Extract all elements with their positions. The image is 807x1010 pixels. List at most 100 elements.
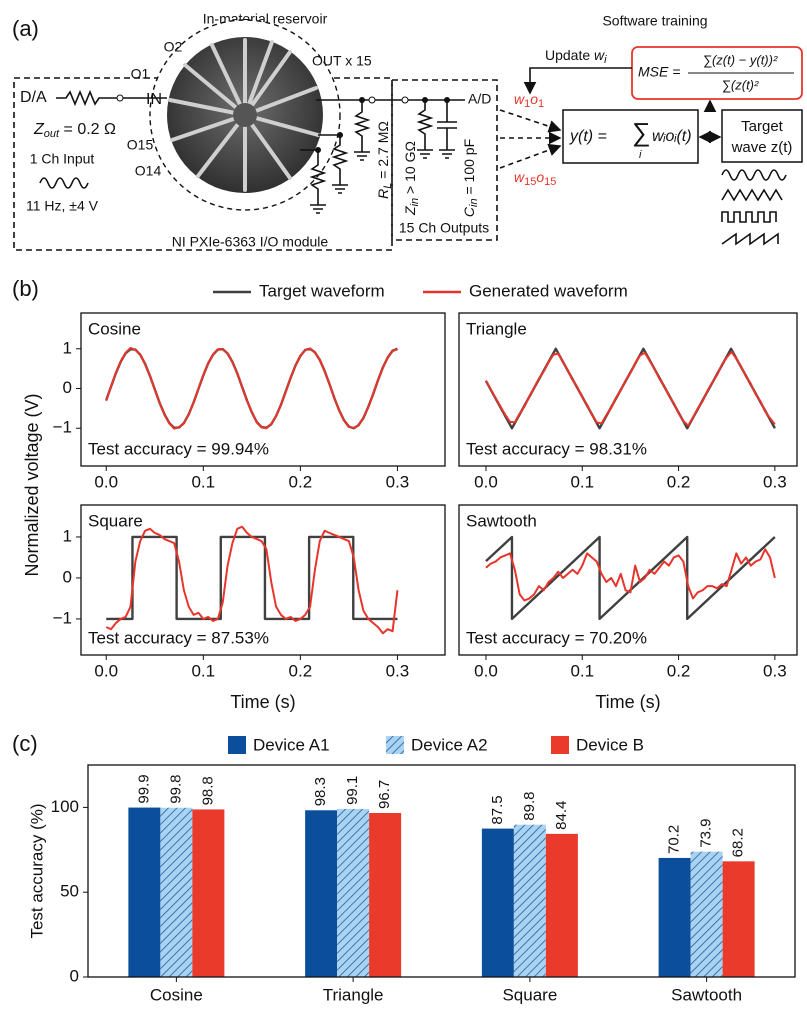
yt-lhs: y(t) = [569,128,607,145]
data-label: 68.2 [730,828,747,857]
y-tick-label: 1 [63,526,72,545]
terminal [401,96,409,104]
bar [481,828,514,977]
legend-swatch [386,736,404,754]
w1o1-label: w1o1 [514,91,544,110]
bar [658,857,691,977]
series-line [106,535,398,621]
update-sub: i [604,54,607,66]
legend-label: Target waveform [259,281,385,300]
zin-value: > 10 GΩ [402,141,418,198]
electrodes [168,38,320,192]
bar [690,851,723,977]
series-line [105,525,399,635]
y-tick-label: −1 [53,608,72,627]
w-sub: 15 [524,176,536,188]
x-axis-label: Time (s) [230,692,295,712]
data-label: 84.4 [553,801,570,830]
center [233,103,257,127]
chart-title: Cosine [88,319,141,338]
data-label: 99.1 [344,776,361,805]
o15-label: O15 [127,137,154,153]
x-tick-label: Square [502,985,557,1004]
cin-label: Cin = 100 pF [461,139,480,217]
o14-label: O14 [135,163,162,179]
zin-z: Z [402,206,418,216]
data-label: 70.2 [666,825,683,854]
w-sub: 1 [524,98,530,110]
diagram-a: (a) In-material reservoir Software train… [12,11,803,251]
x-tick-label: 0.1 [191,661,215,680]
y-tick-label: 0 [63,567,72,586]
x-tick-label: Triangle [323,985,384,1004]
y-tick-label: 0 [63,378,72,397]
bar [369,812,402,977]
y-tick-label: −1 [53,418,72,437]
update-arrow [523,67,632,95]
series-line [105,347,398,430]
da-label: D/A [20,89,47,106]
chart-title: Triangle [466,319,527,338]
x-tick-label: 0.0 [94,472,118,491]
o-sub: 1 [538,98,544,110]
x-tick-label: 0.3 [386,661,410,680]
plot-frame [458,504,798,656]
x-tick-label: 0.3 [763,472,787,491]
terminal [116,94,124,102]
cin-sub: in [468,198,480,207]
legend-label: Generated waveform [469,281,628,300]
outputs-box [391,79,498,241]
input-impedance [395,99,465,159]
data-label: 99.8 [167,775,184,804]
bar [305,810,338,977]
yt-rhs: wᵢoᵢ(t) [652,128,692,145]
o1-label: O1 [131,66,150,82]
x-tick-label: 0.2 [667,661,691,680]
chart-title: Square [88,511,143,530]
panel-label: (b) [12,276,39,301]
o-sub: 15 [544,176,556,188]
x-tick-label: 0.3 [763,661,787,680]
panel-label: (a) [12,16,39,41]
o-sym: o [536,169,544,185]
rl-sub: L [382,183,394,189]
mse-den: ∑(z(t)² [722,77,759,92]
legend-label: Device B [576,735,644,754]
legend-swatch [228,736,246,754]
x-tick-label: Sawtooth [671,985,742,1004]
node [444,97,450,103]
y-tick-label: 50 [60,882,79,901]
x-tick-label: Cosine [150,985,203,1004]
terminal [368,96,376,104]
cin-c: C [461,206,477,217]
plot-frame [458,312,798,467]
line-chart: 0.0 0.1 0.2 0.3 −1 0 1 Cosine Test accuracy = 99… [53,312,446,491]
plot-frame [80,312,446,467]
x-axis-label: Target waveform [375,1008,508,1010]
y-axis-label: Normalized voltage (V) [22,393,42,576]
cin-value: = 100 pF [461,139,477,199]
bar [545,833,578,977]
rl-value: = 2.7 MΩ [375,121,391,182]
y-tick-label: 100 [51,797,79,816]
series-line [484,347,776,430]
x-tick-label: 0.0 [474,472,498,491]
yt-index: i [639,149,642,161]
zin-sub: in [409,198,421,207]
annotation: Test accuracy = 87.53% [88,628,269,647]
y-axis-label: Test accuracy (%) [27,803,46,938]
x-tick-label: 0.2 [667,472,691,491]
node [359,97,365,103]
rl-r: R [375,189,391,199]
input-spec: 11 Hz, ±4 V [26,198,99,214]
data-label: 73.9 [698,818,715,847]
legend-label: Device A2 [411,735,488,754]
update-w: w [594,47,605,63]
outputs-label: 15 Ch Outputs [399,220,489,236]
node [337,132,343,138]
w-sym: w [514,169,525,185]
update-text: Update [545,47,594,63]
data-label: 89.8 [521,791,538,820]
